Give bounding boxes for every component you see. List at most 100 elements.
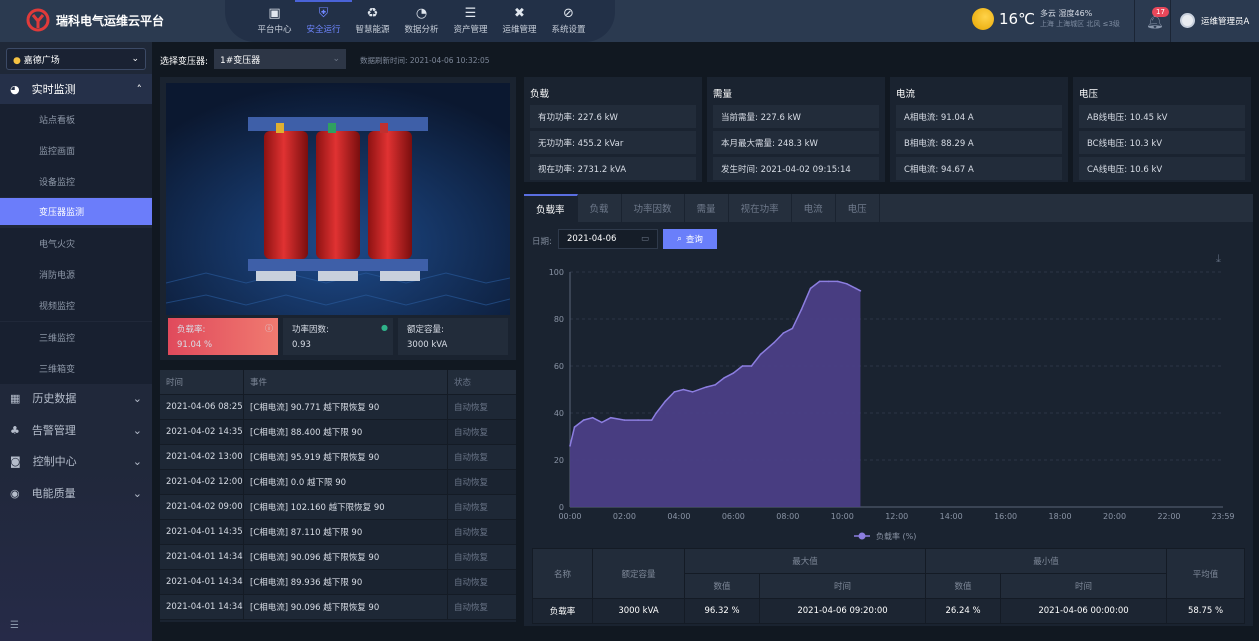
- top-header: [0, 0, 1259, 42]
- tab-3[interactable]: 需量: [685, 194, 729, 222]
- nav-safe-operation[interactable]: ⛨ 安全运行: [295, 0, 352, 35]
- voltage-card: 电压 AB线电压: 10.45 kV BC线电压: 10.3 kV CA线电压: 10…: [1073, 77, 1251, 182]
- weather-cloudy-icon: [972, 8, 994, 30]
- x-tick-label: 23:59: [1211, 512, 1234, 521]
- avatar: [1180, 13, 1195, 28]
- table-row[interactable]: 2021-04-06 08:25 [C相电流] 90.771 越下限恢复 90 自动…: [160, 395, 516, 420]
- event-desc: [C相电流] 102.160 越下限恢复 90: [244, 495, 448, 519]
- x-tick-label: 00:00: [558, 512, 581, 521]
- chevron-down-icon: ⌄: [131, 54, 139, 64]
- sidebar-item-fire-power[interactable]: 消防电源: [0, 259, 152, 290]
- nav-data-analysis[interactable]: ◔ 数据分析: [397, 6, 446, 35]
- search-icon: ⌕: [677, 234, 682, 244]
- event-time: 2021-04-02 14:35: [160, 420, 244, 444]
- stat-cell: 2021-04-06 09:20:00: [759, 598, 926, 624]
- event-status: 自动恢复: [454, 428, 489, 438]
- event-desc: [C相电流] 90.096 越下限恢复 90: [244, 595, 448, 619]
- info-icon[interactable]: ⓘ: [265, 324, 273, 333]
- data-point: [846, 282, 848, 285]
- stat-header: 额定容量: [592, 548, 685, 599]
- table-row[interactable]: 2021-04-02 09:00 [C相电流] 102.160 越下限恢复 90 自…: [160, 495, 516, 520]
- kpi-value: 3000 kVA: [407, 340, 448, 350]
- event-time: 2021-04-01 14:35: [160, 520, 244, 544]
- sidebar-item-transformer-monitor[interactable]: 变压器监测: [0, 198, 152, 225]
- data-point: [827, 280, 830, 283]
- table-row[interactable]: 2021-04-01 14:35 [C相电流] 87.110 越下限 90 自动恢复: [160, 520, 516, 545]
- temperature: 16℃: [999, 10, 1035, 28]
- menu-collapse-icon[interactable]: ☰: [10, 620, 19, 631]
- data-point: [750, 365, 753, 367]
- sidebar-item-3d-monitor[interactable]: 三维监控: [0, 322, 152, 353]
- series-line: [569, 280, 861, 447]
- tab-0[interactable]: 负载率: [524, 194, 578, 222]
- data-point: [610, 416, 612, 419]
- metric-row: A相电流: 91.04 A: [896, 105, 1062, 128]
- y-tick-label: 100: [549, 268, 564, 277]
- sidebar-item-3d-substation[interactable]: 三维箱变: [0, 353, 152, 384]
- control-icon: ◙: [10, 454, 21, 468]
- site-name: 嘉德广场: [23, 55, 60, 66]
- sidebar-item-electrical-fire[interactable]: 电气火灾: [0, 228, 152, 259]
- menu-realtime-monitoring[interactable]: ◕ 实时监测 ˄: [0, 74, 152, 104]
- data-point: [759, 353, 762, 356]
- event-desc: [C相电流] 89.936 越下限 90: [244, 570, 448, 594]
- menu-label: 历史数据: [32, 392, 77, 405]
- table-row[interactable]: 2021-04-02 12:00 [C相电流] 0.0 越下限 90 自动恢复: [160, 470, 516, 495]
- divider: [1134, 0, 1135, 42]
- tab-2[interactable]: 功率因数: [622, 194, 685, 222]
- bell-icon[interactable]: 🔔︎: [1146, 14, 1164, 30]
- load-rate-card: 负载率: 91.04 % ⓘ: [168, 318, 278, 355]
- y-tick-label: 20: [554, 456, 564, 465]
- sidebar-item-site-board[interactable]: 站点看板: [0, 104, 152, 135]
- tab-5[interactable]: 电流: [792, 194, 836, 222]
- menu-power-quality[interactable]: ◉ 电能质量 ⌄: [0, 478, 152, 508]
- metric-row: AB线电压: 10.45 kV: [1079, 105, 1245, 128]
- query-button[interactable]: ⌕ 查询: [663, 229, 717, 249]
- col-status: 状态: [454, 378, 472, 388]
- metric-row: B相电流: 88.29 A: [896, 131, 1062, 154]
- site-select[interactable]: ● 嘉德广场 ⌄: [6, 48, 146, 70]
- table-row[interactable]: 2021-04-01 14:34 [C相电流] 89.936 越下限 90 自动恢复: [160, 570, 516, 595]
- tab-1[interactable]: 负载: [578, 194, 622, 222]
- download-icon[interactable]: ⤓: [1216, 252, 1221, 265]
- stat-subheader: 时间: [759, 573, 926, 599]
- transformer-select[interactable]: 1#变压器 ⌄: [214, 49, 346, 69]
- tab-6[interactable]: 电压: [836, 194, 880, 222]
- data-point: [818, 280, 821, 283]
- menu-control-center[interactable]: ◙ 控制中心 ⌄: [0, 446, 152, 476]
- data-point: [623, 419, 626, 421]
- event-status: 自动恢复: [454, 578, 489, 588]
- sidebar-item-device-monitor[interactable]: 设备监控: [0, 166, 152, 197]
- table-row[interactable]: 2021-04-01 14:34 [C相电流] 90.096 越下限恢复 90 自动…: [160, 545, 516, 570]
- y-tick-label: 60: [554, 362, 564, 371]
- table-row[interactable]: 2021-04-01 14:34 [C相电流] 90.096 越下限恢复 90 自动…: [160, 595, 516, 620]
- sidebar-item-monitor-screen[interactable]: 监控画面: [0, 135, 152, 166]
- sidebar-item-video-monitor[interactable]: 视频监控: [0, 290, 152, 321]
- nav-maintenance[interactable]: ✖ 运维管理: [495, 6, 544, 35]
- data-point: [655, 412, 658, 414]
- nav-platform-center[interactable]: ▣ 平台中心: [250, 6, 299, 35]
- table-row[interactable]: 2021-04-02 14:35 [C相电流] 88.400 越下限 90 自动恢复: [160, 420, 516, 445]
- event-status: 自动恢复: [454, 403, 489, 413]
- nav-asset-management[interactable]: ☰ 资产管理: [446, 6, 495, 35]
- logo-icon: [26, 8, 50, 32]
- data-point: [800, 308, 803, 311]
- data-point: [582, 419, 585, 421]
- chevron-down-icon: ⌄: [132, 423, 142, 437]
- date-input[interactable]: 2021-04-06 ▭: [558, 229, 658, 249]
- metric-row: C相电流: 94.67 A: [896, 157, 1062, 180]
- nav-settings[interactable]: ⊘ 系统设置: [544, 6, 593, 35]
- transformer-panel: [160, 77, 516, 360]
- legend-marker: [858, 532, 866, 540]
- x-tick-label: 16:00: [994, 512, 1017, 521]
- menu-history-data[interactable]: ▦ 历史数据 ⌄: [0, 383, 152, 413]
- user-menu[interactable]: 运维管理员A: [1180, 13, 1249, 28]
- monitor-icon: ▣: [268, 6, 281, 21]
- x-tick-label: 20:00: [1103, 512, 1126, 521]
- table-row[interactable]: 2021-04-02 13:00 [C相电流] 95.919 越下限恢复 90 自动…: [160, 445, 516, 470]
- nav-smart-energy[interactable]: ♻ 智慧能源: [348, 6, 397, 35]
- tab-4[interactable]: 视在功率: [729, 194, 792, 222]
- date-value: 2021-04-06: [567, 234, 617, 244]
- demand-card: 需量 当前需量: 227.6 kW 本月最大需量: 248.3 kW 发生时间: 20…: [707, 77, 885, 182]
- menu-alarm-management[interactable]: ♣ 告警管理 ⌄: [0, 415, 152, 445]
